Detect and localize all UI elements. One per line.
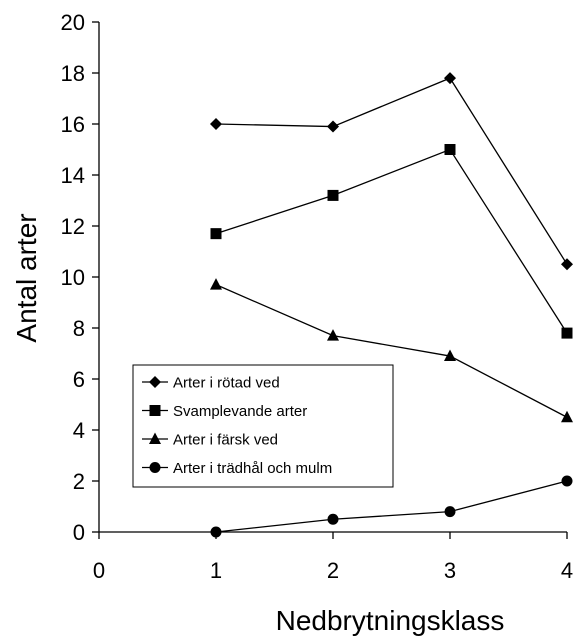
y-tick-label: 2 bbox=[73, 469, 85, 494]
y-tick-label: 8 bbox=[73, 316, 85, 341]
legend-item: Arter i rötad ved bbox=[142, 375, 280, 392]
data-point bbox=[444, 506, 456, 518]
data-point bbox=[561, 410, 573, 423]
y-tick-label: 18 bbox=[61, 61, 85, 86]
legend-marker bbox=[149, 376, 161, 388]
series-line bbox=[215, 480, 568, 533]
legend-label: Arter i färsk ved bbox=[173, 432, 278, 449]
y-tick-label: 0 bbox=[73, 520, 85, 545]
x-axis-title: Nedbrytningsklass bbox=[276, 605, 505, 636]
legend-label: Arter i rötad ved bbox=[173, 375, 280, 392]
data-point bbox=[561, 475, 573, 487]
data-point bbox=[327, 189, 339, 201]
data-point bbox=[327, 513, 339, 525]
y-tick-label: 20 bbox=[61, 10, 85, 35]
axes bbox=[92, 21, 568, 539]
x-tick-label: 1 bbox=[210, 558, 222, 583]
data-point bbox=[210, 118, 222, 130]
y-tick-label: 6 bbox=[73, 367, 85, 392]
y-tick-label: 10 bbox=[61, 265, 85, 290]
legend-item: Arter i trädhål och mulm bbox=[142, 460, 332, 477]
y-axis-title: Antal arter bbox=[11, 213, 42, 342]
series-triangle bbox=[210, 278, 573, 423]
data-point bbox=[210, 526, 222, 538]
data-point bbox=[561, 258, 573, 271]
data-point bbox=[327, 120, 339, 133]
data-point bbox=[444, 349, 456, 362]
legend-item: Arter i färsk ved bbox=[142, 432, 278, 449]
series-line bbox=[215, 77, 568, 265]
series-line bbox=[215, 284, 568, 418]
data-point bbox=[327, 329, 339, 341]
data-point bbox=[210, 228, 222, 240]
legend-marker bbox=[149, 405, 161, 416]
y-tick-label: 14 bbox=[61, 163, 85, 188]
x-tick-label: 2 bbox=[327, 558, 339, 583]
legend-label: Svamplevande arter bbox=[173, 403, 307, 420]
series-line bbox=[215, 148, 568, 334]
data-point bbox=[444, 72, 456, 85]
x-tick-label: 4 bbox=[561, 558, 573, 583]
legend-marker bbox=[149, 432, 161, 444]
series-circle bbox=[210, 475, 573, 538]
series-diamond bbox=[210, 72, 573, 271]
x-tick-label: 3 bbox=[444, 558, 456, 583]
y-tick-label: 4 bbox=[73, 418, 85, 443]
legend: Arter i rötad ved Svamplevande arter Arter… bbox=[132, 364, 394, 488]
data-point bbox=[444, 144, 456, 155]
legend-label: Arter i trädhål och mulm bbox=[173, 460, 332, 477]
y-tick-label: 12 bbox=[61, 214, 85, 239]
data-point bbox=[561, 327, 573, 339]
legend-box bbox=[132, 364, 394, 488]
legend-item: Svamplevande arter bbox=[142, 403, 307, 420]
series-group bbox=[210, 72, 573, 538]
x-tick-label: 0 bbox=[93, 558, 105, 583]
y-tick-label: 16 bbox=[61, 112, 85, 137]
series-square bbox=[210, 144, 573, 339]
data-point bbox=[210, 278, 222, 290]
legend-marker bbox=[149, 462, 161, 473]
